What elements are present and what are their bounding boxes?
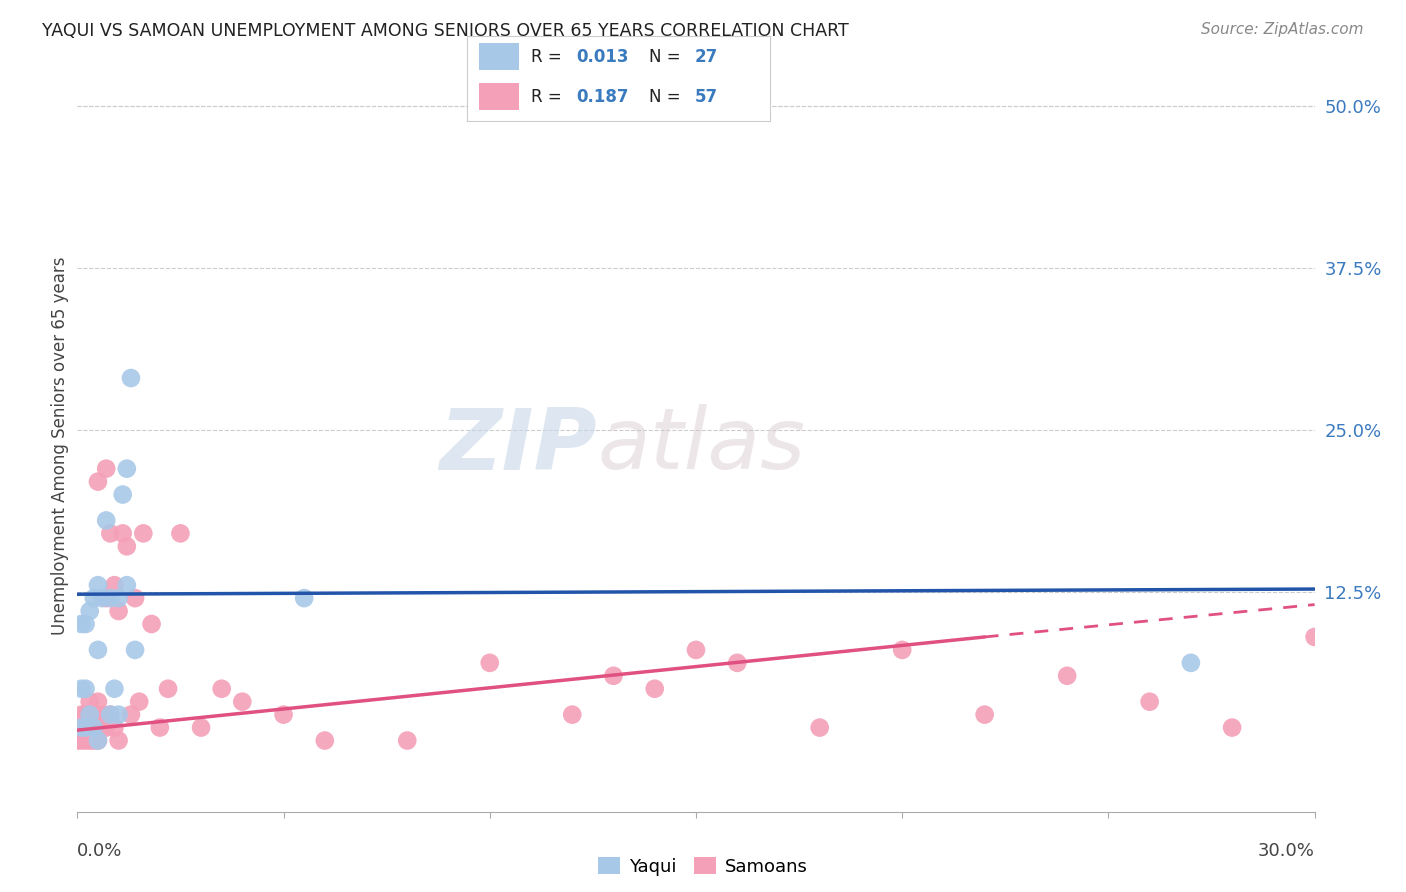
Point (75, 707, 97, 722)
Legend: Yaqui, Samoans: Yaqui, Samoans (591, 850, 815, 883)
Point (1180, 656, 1202, 670)
Text: Source: ZipAtlas.com: Source: ZipAtlas.com (1201, 22, 1364, 37)
Point (685, 643, 707, 657)
Point (120, 707, 142, 722)
Point (115, 539, 138, 553)
Point (808, 721, 831, 735)
Point (70, 707, 93, 722)
Point (79, 604, 101, 618)
Point (98, 591, 121, 606)
Text: atlas: atlas (598, 404, 806, 488)
Point (87, 578, 110, 592)
Point (83, 721, 105, 735)
Point (1220, 721, 1243, 735)
Point (96, 461, 118, 475)
Point (124, 643, 146, 657)
Point (107, 591, 129, 606)
Point (79, 733, 101, 747)
Point (1139, 695, 1161, 709)
Point (79, 695, 101, 709)
Point (75, 721, 97, 735)
Point (103, 681, 125, 696)
Point (70, 681, 93, 696)
Point (98, 526, 121, 541)
Point (1056, 669, 1078, 683)
Text: 0.0%: 0.0% (77, 842, 122, 860)
Point (132, 526, 155, 541)
Point (602, 669, 624, 683)
Point (75, 617, 97, 632)
Point (83, 733, 105, 747)
Point (83, 707, 105, 722)
Point (273, 707, 295, 722)
Point (98, 707, 121, 722)
Point (725, 656, 748, 670)
Text: YAQUI VS SAMOAN UNEMPLOYMENT AMONG SENIORS OVER 65 YEARS CORRELATION CHART: YAQUI VS SAMOAN UNEMPLOYMENT AMONG SENIO… (42, 22, 849, 40)
Point (644, 681, 666, 696)
Point (83, 721, 105, 735)
Point (83, 591, 105, 606)
Point (190, 721, 212, 735)
Point (478, 656, 501, 670)
Point (1303, 630, 1326, 644)
Point (66, 733, 89, 747)
Point (396, 733, 419, 747)
Point (66, 721, 89, 735)
Point (169, 526, 191, 541)
Point (157, 681, 180, 696)
Point (973, 707, 995, 722)
Text: ZIP: ZIP (439, 404, 598, 488)
Point (107, 604, 129, 618)
Point (561, 707, 583, 722)
Point (149, 721, 172, 735)
Point (96, 513, 118, 527)
Point (87, 475, 110, 489)
Point (124, 591, 146, 606)
Point (70, 721, 93, 735)
Point (79, 707, 101, 722)
Point (87, 643, 110, 657)
Point (115, 461, 138, 475)
Point (103, 721, 125, 735)
Point (891, 643, 914, 657)
Point (111, 487, 134, 501)
Point (87, 733, 110, 747)
Point (120, 371, 142, 385)
Y-axis label: Unemployment Among Seniors over 65 years: Unemployment Among Seniors over 65 years (51, 257, 69, 635)
Point (111, 526, 134, 541)
Point (70, 617, 93, 632)
Point (96, 591, 118, 606)
Point (70, 721, 93, 735)
Point (96, 721, 118, 735)
Point (75, 721, 97, 735)
Point (103, 578, 125, 592)
Point (107, 733, 129, 747)
Point (141, 617, 163, 632)
Point (128, 695, 150, 709)
Point (292, 591, 315, 606)
Point (79, 721, 101, 735)
Point (75, 733, 97, 747)
Point (98, 707, 121, 722)
Point (231, 695, 253, 709)
Point (115, 578, 138, 592)
Point (70, 733, 93, 747)
Point (91, 591, 114, 606)
Point (91, 707, 114, 722)
Point (87, 733, 110, 747)
Point (107, 707, 129, 722)
Text: 30.0%: 30.0% (1258, 842, 1315, 860)
Point (211, 681, 233, 696)
Point (87, 695, 110, 709)
Point (75, 681, 97, 696)
Point (314, 733, 336, 747)
Point (91, 721, 114, 735)
